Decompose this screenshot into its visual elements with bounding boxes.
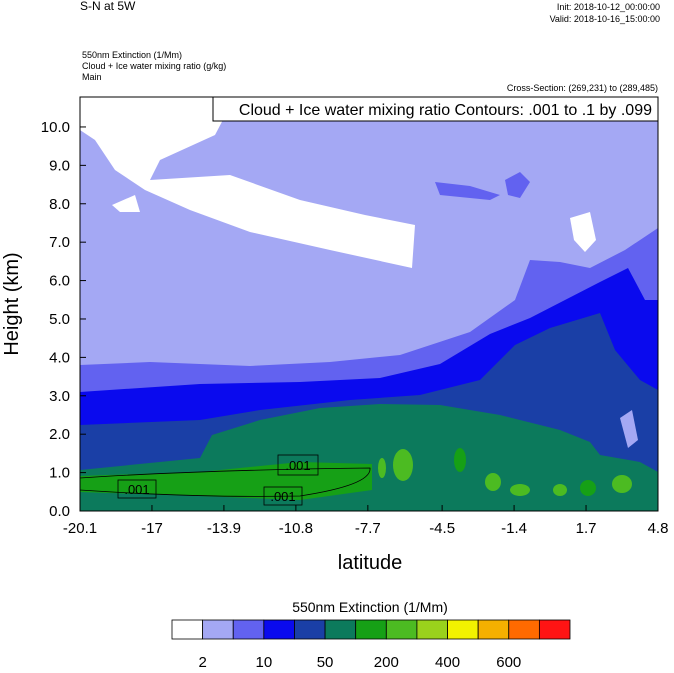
- region: [612, 475, 632, 493]
- x-tick-label: -17: [141, 520, 163, 537]
- x-axis-label: latitude: [338, 552, 403, 574]
- contour-field: .001 .001 .001: [80, 97, 658, 511]
- colorbar-box: [477, 619, 510, 640]
- x-tick-label: -20.1: [63, 520, 97, 537]
- colorbar-label: 200: [374, 654, 399, 668]
- region: [505, 172, 530, 198]
- y-tick-label: 8.0: [49, 196, 70, 213]
- x-tick-label: -13.9: [207, 520, 241, 537]
- y-tick-label: 4.0: [49, 349, 70, 366]
- region: [435, 182, 500, 200]
- colorbar-box: [355, 619, 387, 640]
- x-tick-label: -4.5: [429, 520, 455, 537]
- colorbar-box: [263, 619, 295, 640]
- region: [393, 449, 413, 481]
- region: [80, 462, 372, 500]
- y-tick-label: 1.0: [49, 465, 70, 482]
- region: [485, 473, 501, 491]
- colorbar-box: [447, 619, 479, 640]
- colorbar-box: [171, 619, 204, 640]
- cross-section: Cross-Section: (269,231) to (289,485): [507, 83, 658, 93]
- y-tick-label: 3.0: [49, 388, 70, 405]
- colorbar-label: 400: [435, 654, 460, 668]
- region: [510, 484, 530, 496]
- region: [553, 484, 567, 496]
- region: [80, 97, 415, 268]
- domain: Main: [82, 72, 102, 82]
- colorbar-title: 550nm Extinction (1/Mm): [292, 599, 448, 615]
- title: S-N at 5W: [80, 0, 136, 13]
- colorbar-box: [385, 619, 418, 640]
- contour-label-box: [263, 486, 303, 506]
- contour-label: .001: [270, 489, 295, 504]
- colorbar-box: [232, 619, 265, 640]
- x-tick-label: 1.7: [576, 520, 597, 537]
- contour-label-box: [117, 479, 157, 499]
- y-tick-label: 5.0: [49, 311, 70, 328]
- colorbar-label: 50: [317, 654, 334, 668]
- colorbar-box: [508, 619, 540, 640]
- x-tick-label: -7.7: [355, 520, 381, 537]
- contour-info: Cloud + Ice water mixing ratio Contours:…: [239, 102, 652, 119]
- info-box: [212, 96, 659, 122]
- y-axis-label: Height (km): [1, 252, 23, 355]
- region: [570, 212, 596, 252]
- init-time: Init: 2018-10-12_00:00:00: [557, 2, 660, 12]
- colorbar-box: [538, 619, 571, 640]
- colorbar-label: 10: [256, 654, 273, 668]
- valid-time: Valid: 2018-10-16_15:00:00: [550, 14, 660, 24]
- x-tick-label: -1.4: [501, 520, 527, 537]
- y-tick-label: 6.0: [49, 273, 70, 290]
- contour-line: [80, 467, 371, 497]
- colorbar-box: [324, 619, 357, 640]
- colorbar-box: [202, 619, 234, 640]
- y-tick-label: 0.0: [49, 503, 70, 520]
- region: [580, 480, 596, 496]
- y-tick-label: 7.0: [49, 234, 70, 251]
- colorbar-box: [294, 619, 326, 640]
- colorbar-box: [416, 619, 448, 640]
- y-tick-label: 10.0: [41, 119, 70, 136]
- contour-label: .001: [124, 482, 149, 497]
- contour-label-box: [277, 454, 319, 476]
- colorbar-label: 2: [198, 654, 206, 668]
- y-tick-label: 9.0: [49, 157, 70, 174]
- colorbar-label: 600: [496, 654, 521, 668]
- x-tick-label: 4.8: [648, 520, 669, 537]
- contour-label: .001: [285, 458, 310, 473]
- x-tick-label: -10.8: [279, 520, 313, 537]
- region: [378, 458, 386, 478]
- field-name: Cloud + Ice water mixing ratio (g/kg): [82, 61, 226, 71]
- field-name: 550nm Extinction (1/Mm): [82, 50, 182, 60]
- region: [112, 195, 140, 212]
- region: [620, 410, 638, 448]
- region: [454, 448, 466, 472]
- y-tick-label: 2.0: [49, 426, 70, 443]
